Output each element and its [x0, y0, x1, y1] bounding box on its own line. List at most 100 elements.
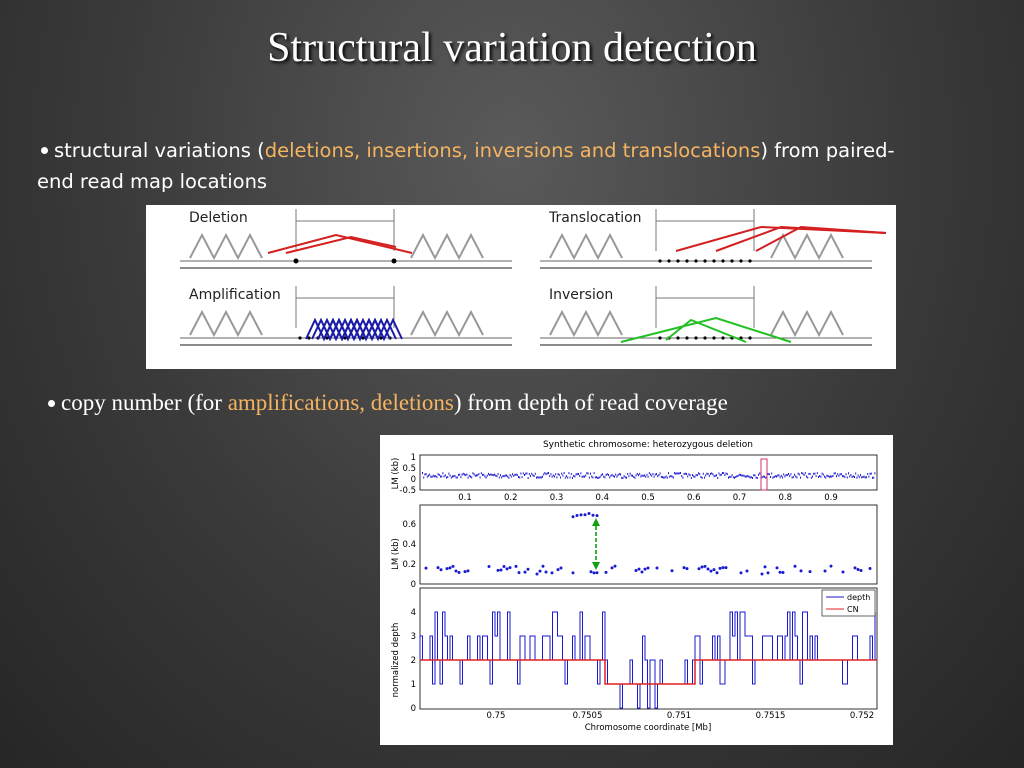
point [538, 569, 542, 573]
point [502, 565, 506, 569]
text: ) from paired-end read map locations [37, 139, 895, 193]
point [637, 567, 641, 571]
dot [748, 336, 752, 340]
dot [307, 336, 311, 340]
point [646, 566, 650, 570]
y-tick-label: 0.4 [402, 540, 416, 550]
axes [419, 454, 878, 491]
point [745, 569, 749, 573]
panel-label: Deletion [189, 210, 248, 226]
point [682, 566, 686, 570]
cn [420, 659, 877, 685]
dot [739, 259, 743, 263]
y-tick-label: 0 [411, 475, 416, 485]
point [595, 514, 599, 518]
point [517, 571, 521, 575]
point [445, 567, 449, 571]
dot [685, 336, 689, 340]
point [591, 513, 595, 517]
x-axis-label: Chromosome coordinate [Mb] [585, 723, 712, 733]
y-tick-label: 0.5 [402, 464, 416, 474]
diagram-bg [146, 205, 896, 369]
panel-label: Translocation [548, 210, 642, 226]
dot [379, 336, 383, 340]
y-tick-label: 3 [411, 632, 416, 642]
bullet: structural variations (deletions, insert… [37, 135, 917, 197]
legend [821, 589, 876, 617]
x-tick-label: 0.7 [733, 493, 747, 503]
point [448, 566, 452, 570]
point [655, 566, 659, 570]
dot [748, 259, 752, 263]
y-tick-label: 1 [411, 453, 416, 463]
text: copy number (for [61, 390, 228, 415]
point [715, 571, 719, 575]
point [799, 569, 803, 573]
point [706, 567, 710, 571]
dot [325, 336, 329, 340]
point [454, 569, 458, 573]
bullet: copy number (for amplifications, deletio… [44, 390, 924, 416]
reads [189, 232, 263, 261]
point [587, 511, 591, 515]
point [559, 566, 563, 570]
y-tick-label: 0 [411, 704, 416, 714]
point [439, 568, 443, 572]
point [643, 567, 647, 571]
point [613, 564, 617, 568]
point [575, 514, 579, 518]
point [760, 572, 764, 576]
text: ) from depth of read coverage [453, 390, 728, 415]
point [778, 570, 782, 574]
x-tick-label: 0.2 [504, 493, 518, 503]
point [595, 571, 599, 575]
point [709, 569, 713, 573]
x-tick-label: 0.7515 [756, 711, 786, 721]
pair [620, 316, 792, 343]
x-tick-label: 0.7505 [573, 711, 603, 721]
highlight: deletions, insertions, inversions and tr… [264, 139, 761, 162]
x-tick-label: 0.75 [487, 711, 506, 721]
dot [676, 336, 680, 340]
bullet-dot [48, 399, 55, 407]
y-tick-label: 0.6 [402, 520, 416, 530]
y-tick-label: 0.2 [402, 560, 416, 570]
point [592, 571, 596, 575]
point [505, 567, 509, 571]
dot [658, 336, 662, 340]
point [508, 566, 512, 570]
point [763, 565, 767, 569]
y-axis-label: LM (kb) [391, 538, 401, 570]
point [571, 571, 575, 575]
dot [712, 259, 716, 263]
point [685, 567, 689, 571]
reads [549, 232, 623, 261]
point [766, 571, 770, 575]
panel-label: Amplification [189, 287, 281, 303]
x-tick-label: 0.8 [778, 493, 792, 503]
x-tick-label: 0.9 [824, 493, 838, 503]
dot [703, 259, 707, 263]
dot [730, 259, 734, 263]
pair [665, 318, 747, 343]
point [523, 570, 527, 574]
y-tick-label: 0 [411, 580, 416, 590]
dot [685, 259, 689, 263]
point [829, 564, 833, 568]
x-tick-label: 0.1 [458, 493, 472, 503]
point [451, 564, 455, 568]
legend-label: depth [847, 593, 870, 602]
deletion-box [760, 458, 768, 491]
point [544, 570, 548, 574]
x-tick-label: 0.4 [595, 493, 609, 503]
point [463, 570, 467, 574]
pair [267, 233, 413, 254]
point [718, 566, 722, 570]
point [579, 513, 583, 517]
x-tick-label: 0.751 [667, 711, 691, 721]
point [868, 566, 872, 570]
dot [694, 259, 698, 263]
point [550, 571, 554, 575]
breakpoint [391, 258, 397, 264]
panel-label: Inversion [549, 287, 613, 303]
